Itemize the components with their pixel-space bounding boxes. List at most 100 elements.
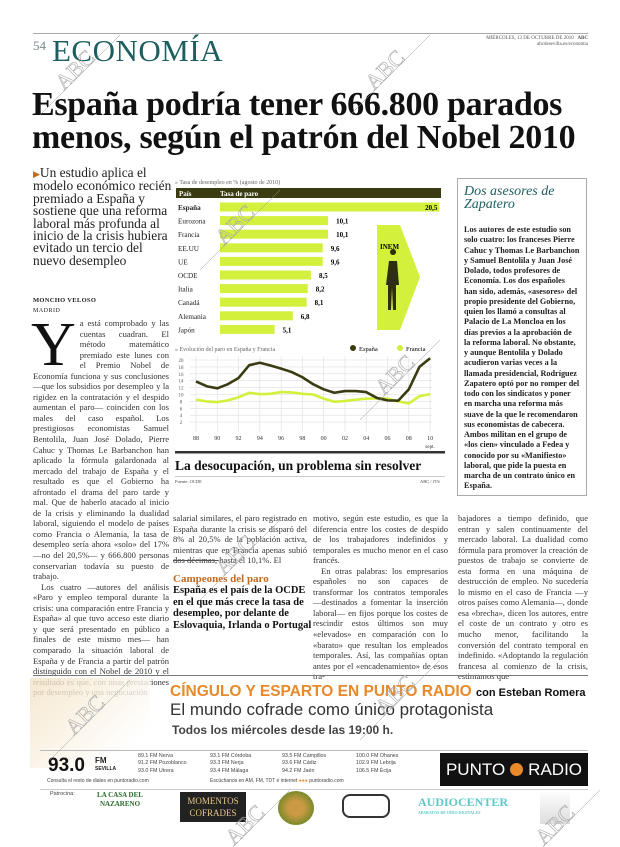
triangle-bullet-icon: ▶ <box>33 169 40 179</box>
bar <box>220 202 440 212</box>
legend-label: Francia <box>406 346 426 353</box>
sponsor-logo-audiocenter: AUDIOCENTER APARATOS DE OÍDO DIGITALES <box>418 795 528 817</box>
byline: MONCHO VELOSO <box>33 297 97 304</box>
sidebar-text: Los autores de este estudio son solo cua… <box>464 225 580 491</box>
man-walking-icon <box>386 249 399 310</box>
y-tick-label: 4 <box>180 414 183 419</box>
graphic-title: La desocupación, un problema sin resolve… <box>175 458 422 473</box>
bar-value: 5,1 <box>283 326 292 334</box>
y-tick-label: 14 <box>179 380 185 385</box>
bar-label: Eurozona <box>178 218 206 226</box>
bar-label: Francia <box>178 231 200 239</box>
bar-value: 8,2 <box>316 286 325 294</box>
section-title: ECONOMÍA <box>52 33 224 68</box>
paragraph: motivo, según este estudio, es que la di… <box>313 513 448 566</box>
legend-marker <box>350 345 356 351</box>
x-tick-label: 90 <box>214 436 220 442</box>
frequency: 93.1 FM Córdoba <box>210 753 252 759</box>
ad-url[interactable]: puntoradio.com <box>309 778 344 784</box>
sponsors-label: Patrocina: <box>50 791 75 797</box>
date: MIÉRCOLES, 13 DE OCTUBRE DE 2010 <box>486 36 574 41</box>
ad-divider <box>33 675 588 676</box>
paragraph: En otras palabras: los empresarios españ… <box>313 565 448 682</box>
x-tick-label: 02 <box>342 436 348 442</box>
paragraph: bajadores a tiempo definido, que entran … <box>458 513 588 682</box>
inem-label: INEM <box>380 243 399 251</box>
bar-label: EE.UU <box>178 245 200 253</box>
ad-tagline: El mundo cofrade como único protagonista <box>170 700 494 719</box>
dots-icon: ●●● <box>298 778 308 784</box>
page-number: 54 <box>33 38 46 53</box>
frequency: 91.2 FM Pozoblanco <box>138 760 187 767</box>
pull-quote-text: España es el país de la OCDE en el que m… <box>173 585 312 631</box>
frequency-list: 89.1 FM Nerva 91.2 FM Pozoblanco 93.0 FM U… <box>138 753 187 775</box>
paper-name: ABC <box>577 36 588 41</box>
bar-value: 20,5 <box>425 204 438 212</box>
article-column-3: motivo, según este estudio, es que la di… <box>313 513 448 682</box>
x-tick-label: 88 <box>193 436 199 442</box>
bar-label: Japón <box>178 326 195 334</box>
bar-label: Alemania <box>178 313 207 321</box>
x-tick-label: 96 <box>278 436 284 442</box>
sponsor-logo-small <box>540 790 570 824</box>
ad-headline: CÍNGULO Y ESPARTO EN PUNTO RADIO con Est… <box>170 683 585 701</box>
bar <box>220 324 275 334</box>
bar <box>220 229 329 239</box>
y-tick-label: 20 <box>179 359 185 364</box>
bar <box>220 311 293 321</box>
main-band: FM <box>95 756 107 765</box>
frequency: 93.3 FM Nerja <box>210 760 244 767</box>
pull-quote-kicker: Campeones del paro <box>173 573 269 585</box>
ad-program: CÍNGULO Y ESPARTO EN PUNTO RADIO <box>170 683 472 700</box>
lead: ▶Un estudio aplica el modelo económico r… <box>33 166 173 267</box>
frequency: 93.0 FM Utrera <box>138 767 174 774</box>
y-tick-label: 16 <box>179 373 185 378</box>
bar-value: 9,6 <box>331 245 340 253</box>
sponsor-logo-seal <box>278 791 314 825</box>
y-tick-label: 18 <box>179 366 185 371</box>
x-tick-note: sept. <box>425 445 434 450</box>
header-label: País <box>179 190 192 198</box>
frequency: 93.5 FM Campillos <box>282 753 327 759</box>
main-city: SEVILLA <box>95 766 117 772</box>
divider <box>40 789 588 790</box>
frequency-list: 93.1 FM Córdoba 93.3 FM Nerja 93.4 FM Mála… <box>210 753 251 775</box>
frequency: 93.6 FM Cádiz <box>282 760 317 767</box>
bar <box>220 284 308 294</box>
x-tick-label: 06 <box>385 436 391 442</box>
paragraph: a está comprobado y las cuentas cuadran.… <box>33 318 169 582</box>
divider <box>40 750 588 751</box>
x-tick-label: 00 <box>321 436 327 442</box>
bar-label: Italia <box>178 286 194 294</box>
bar-label: UE <box>178 258 188 266</box>
sidebar-title: Dos asesores de Zapatero <box>464 184 555 212</box>
bar-value: 6,8 <box>301 313 310 321</box>
sponsor-logo-momentos-cofrades: MOMENTOS COFRADES <box>180 792 246 822</box>
sidebar-box: Dos asesores de Zapatero Los autores de … <box>457 178 587 496</box>
logo-subtext: APARATOS DE OÍDO DIGITALES <box>418 810 481 815</box>
divider <box>175 476 445 477</box>
logo-text: RADIO <box>528 759 583 779</box>
x-tick-label: 92 <box>236 436 242 442</box>
bar <box>220 256 323 266</box>
ad-consult-text: Consulta el resto de diales en puntoradi… <box>47 778 149 784</box>
bar-value: 8,1 <box>315 299 324 307</box>
bar-value: 9,6 <box>331 258 340 266</box>
radio-advertisement[interactable]: CÍNGULO Y ESPARTO EN PUNTO RADIO con Est… <box>0 678 620 847</box>
article-column-1: Y a está comprobado y las cuentas cuadra… <box>31 311 169 698</box>
table-header <box>176 188 441 198</box>
legend-label: España <box>359 346 378 353</box>
bar <box>220 270 311 280</box>
pull-quote: Campeones del paro España es el país de … <box>173 560 313 631</box>
graphic-rule <box>175 451 445 454</box>
x-tick-label: 08 <box>406 436 412 442</box>
bar <box>220 243 323 253</box>
frequency: 106.5 FM Écija <box>356 767 392 774</box>
article-column-4: bajadores a tiempo definido, que entran … <box>458 513 588 682</box>
drop-cap: Y <box>31 311 76 379</box>
ad-listen-text: Escúchanos en AM, FM, TDT e internet ●●●… <box>210 778 344 784</box>
y-tick-label: 8 <box>180 400 183 405</box>
sponsor-logo-emblem <box>342 794 390 818</box>
inem-arrow <box>377 225 420 330</box>
y-tick-label: 12 <box>179 387 185 392</box>
